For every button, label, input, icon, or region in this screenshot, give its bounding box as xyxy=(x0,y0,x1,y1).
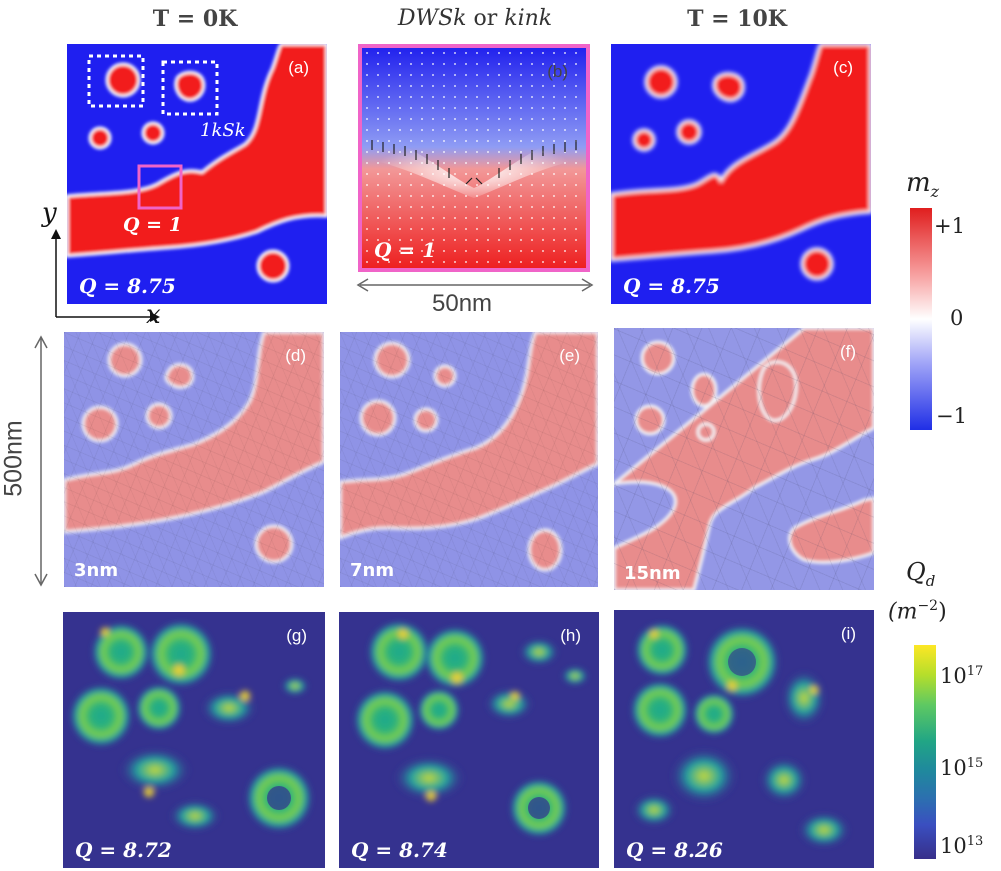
qd-tick-17-exp: 17 xyxy=(966,664,984,679)
qd-colorbar-title-main: Q xyxy=(906,558,926,586)
panel-g-q: Q = 8.72 xyxy=(75,838,172,862)
panel-i-density xyxy=(630,622,850,848)
panel-f-grain-overlay xyxy=(614,328,874,590)
panel-g-label: (g) xyxy=(286,626,307,645)
panel-h: (h) Q = 8.74 xyxy=(339,612,599,868)
panel-b-spin-texture xyxy=(362,48,586,268)
qd-tick-13-base: 10 xyxy=(940,834,967,858)
qd-unit-close: ) xyxy=(938,599,947,625)
panel-c-map xyxy=(611,44,871,304)
panel-i: (i) Q = 8.26 xyxy=(614,610,874,868)
mz-colorbar-title: mz xyxy=(906,168,939,201)
panel-a-map xyxy=(67,44,327,304)
panel-h-density xyxy=(353,620,589,838)
panel-d-map xyxy=(64,332,324,587)
panel-c: (c) Q = 8.75 xyxy=(611,44,871,304)
column-header-middle: DWSk or kink xyxy=(345,6,605,31)
panel-f-map xyxy=(614,328,874,590)
qd-tick-13-exp: 13 xyxy=(966,834,984,849)
panel-b: (b) Q = 1 xyxy=(358,44,590,272)
panel-h-q: Q = 8.74 xyxy=(351,838,448,862)
panel-f: (f) 15nm xyxy=(614,328,874,590)
qd-colorbar-tick-13: 1013 xyxy=(940,834,983,858)
panel-i-label: (i) xyxy=(840,624,856,643)
mz-colorbar xyxy=(910,208,932,430)
horizontal-scale-arrow xyxy=(356,278,594,292)
panel-g-density xyxy=(69,620,313,832)
panel-e-thickness: 7nm xyxy=(350,560,395,581)
qd-tick-15-exp: 15 xyxy=(966,756,984,771)
panel-d: (d) 3nm xyxy=(64,332,324,587)
mz-colorbar-title-main: m xyxy=(906,168,931,198)
y-axis-label: y xyxy=(42,198,57,228)
panel-e: (e) 7nm xyxy=(340,332,598,587)
panel-h-label: (h) xyxy=(560,626,581,645)
panel-e-label: (e) xyxy=(559,346,580,365)
panel-a-annotation: 1kSk xyxy=(200,120,246,141)
qd-tick-15-base: 10 xyxy=(940,756,967,780)
panel-e-map xyxy=(340,332,598,587)
qd-colorbar xyxy=(914,645,936,859)
panel-a-inner-q: Q = 1 xyxy=(123,214,182,236)
panel-a-label: (a) xyxy=(288,58,309,77)
panel-f-thickness: 15nm xyxy=(624,563,681,584)
panel-b-q: Q = 1 xyxy=(374,238,437,262)
column-header-right: T = 10K xyxy=(687,6,787,32)
panel-a-q: Q = 8.75 xyxy=(79,274,176,298)
column-header-left: T = 0K xyxy=(152,6,238,32)
panel-g: (g) Q = 8.72 xyxy=(63,612,325,868)
qd-colorbar-title: Qd xyxy=(906,558,935,590)
mz-colorbar-title-sub: z xyxy=(930,182,940,202)
qd-colorbar-tick-15: 1015 xyxy=(940,756,983,780)
mz-colorbar-tick-bottom: −1 xyxy=(936,404,967,428)
x-axis-label: x xyxy=(146,300,161,330)
panel-d-label: (d) xyxy=(285,346,306,365)
panel-c-q: Q = 8.75 xyxy=(623,274,720,298)
panel-f-label: (f) xyxy=(839,342,856,361)
panel-a: (a) 1kSk Q = 1 Q = 8.75 xyxy=(67,44,327,304)
panel-d-grain-overlay xyxy=(64,332,324,587)
qd-tick-17-base: 10 xyxy=(940,664,967,688)
axes-arrows xyxy=(51,229,160,322)
vertical-scale-label: 500nm xyxy=(0,420,28,497)
qd-colorbar-title-sub: d xyxy=(925,571,936,590)
panel-d-thickness: 3nm xyxy=(74,560,119,581)
qd-colorbar-unit: (m−2) xyxy=(888,598,947,624)
qd-unit-open: (m xyxy=(888,599,918,625)
qd-colorbar-tick-17: 1017 xyxy=(940,664,983,688)
horizontal-scale-label: 50nm xyxy=(432,290,493,317)
mz-colorbar-tick-top: +1 xyxy=(934,214,965,238)
panel-i-q: Q = 8.26 xyxy=(626,838,723,862)
mz-colorbar-tick-mid: 0 xyxy=(950,306,964,330)
qd-unit-exp: −2 xyxy=(917,598,939,614)
panel-b-label: (b) xyxy=(547,62,568,81)
middle-header-or: or xyxy=(473,6,498,31)
panel-c-label: (c) xyxy=(833,58,853,77)
middle-header-kink: kink xyxy=(504,6,553,31)
vertical-scale-arrow xyxy=(34,335,48,587)
middle-header-dwsk: DWSk xyxy=(397,6,467,31)
panel-e-grain-overlay xyxy=(340,332,598,587)
